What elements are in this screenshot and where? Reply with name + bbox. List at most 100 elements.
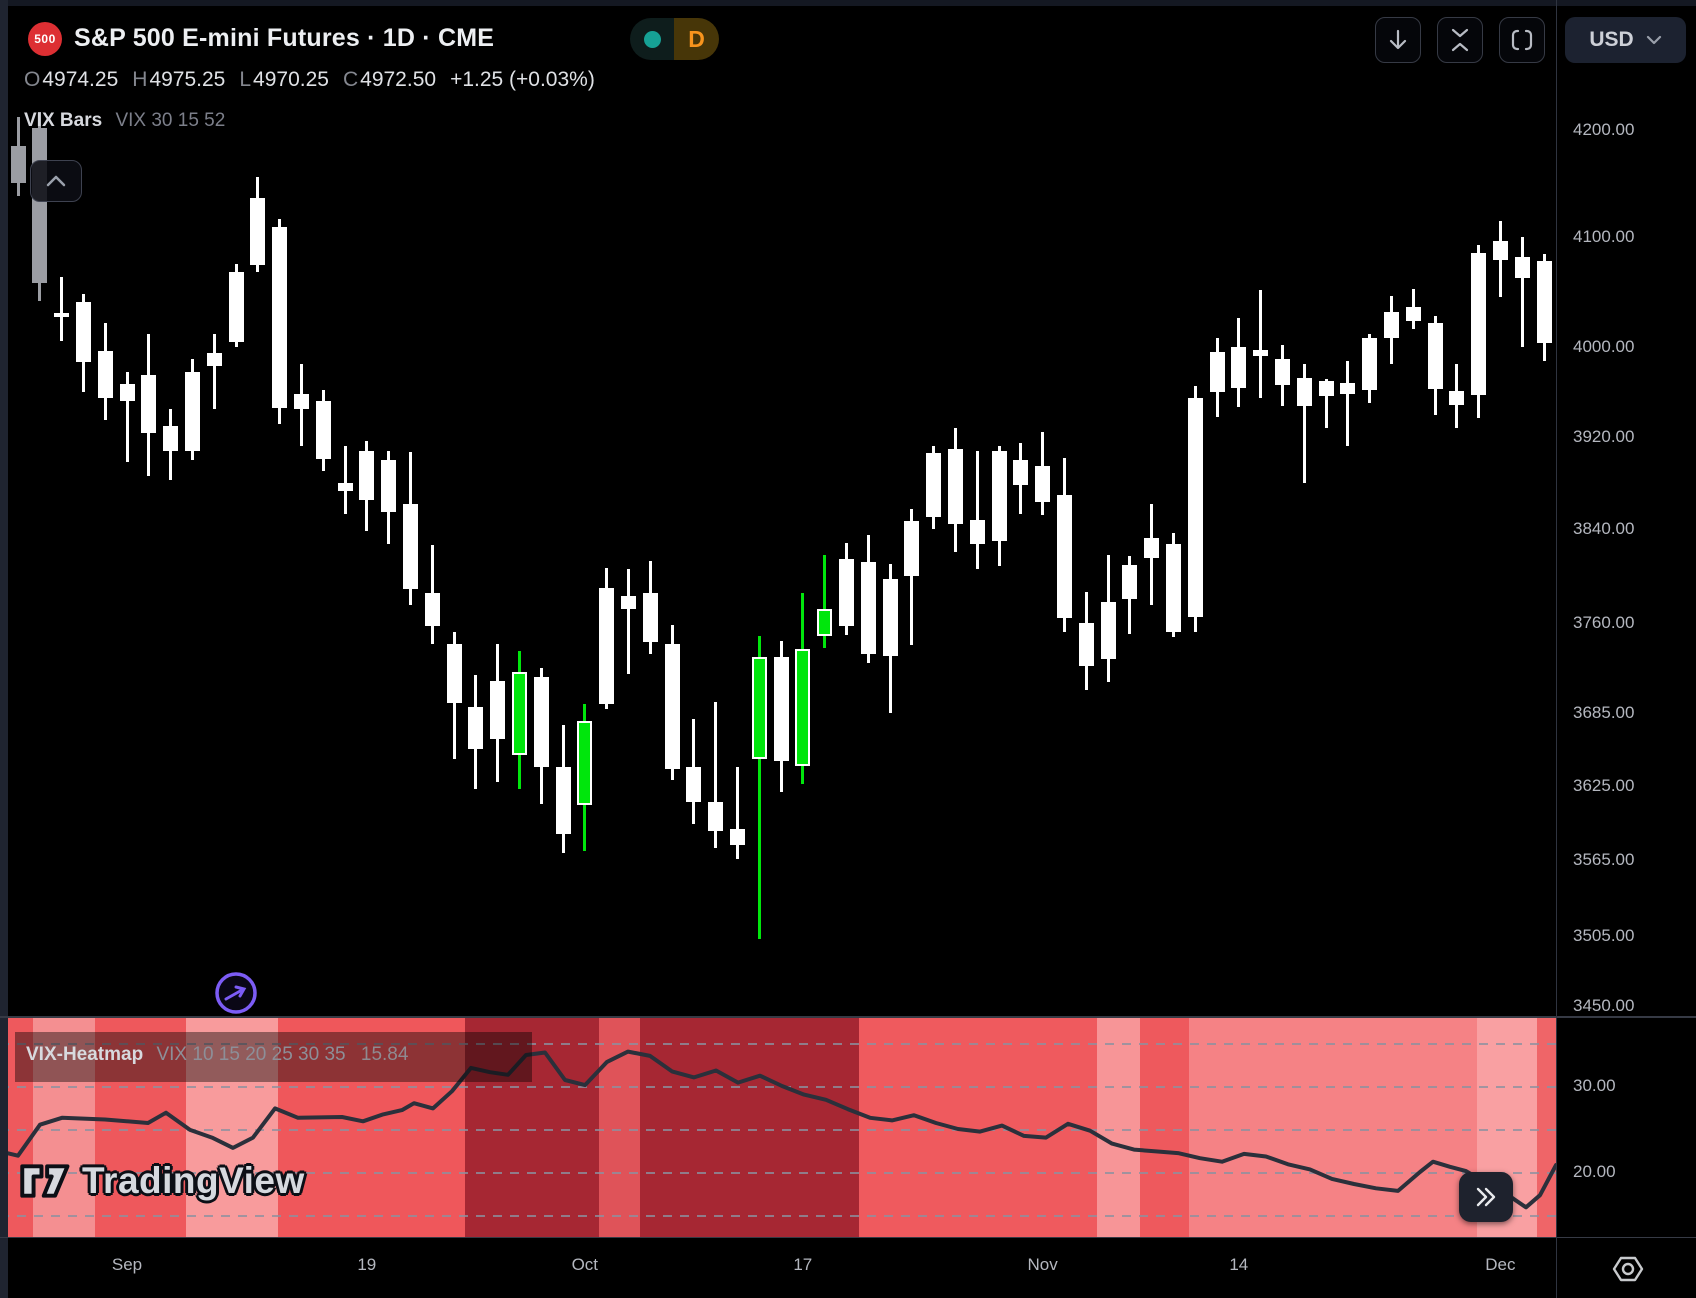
- candle-highlighted: [511, 671, 527, 756]
- candle: [1471, 252, 1487, 396]
- candle: [1318, 380, 1334, 397]
- candle-highlighted: [751, 657, 767, 759]
- double-chevron-right-icon: [1476, 1187, 1496, 1207]
- candle: [184, 371, 200, 451]
- candle-wick: [823, 554, 827, 648]
- price-axis-label: 3565.00: [1573, 850, 1635, 870]
- time-axis-label: 14: [1229, 1255, 1249, 1274]
- indicator-legend[interactable]: VIX Bars VIX 30 15 52: [24, 110, 225, 132]
- candle: [1383, 311, 1399, 339]
- heatmap-stripe: [1140, 1018, 1189, 1237]
- price-axis-label: 3760.00: [1573, 612, 1635, 632]
- candle: [468, 706, 484, 749]
- ohlc-open: O4974.25: [24, 68, 119, 91]
- candle: [1253, 349, 1269, 357]
- candlestick-pane[interactable]: [0, 0, 1556, 1017]
- vix-axis-label: 20.00: [1573, 1162, 1616, 1181]
- candle: [446, 644, 462, 703]
- candle: [1449, 390, 1465, 406]
- price-axis-label: 3685.00: [1573, 702, 1635, 722]
- candle: [315, 401, 331, 459]
- price-axis-label: 3840.00: [1573, 519, 1635, 539]
- candle-wick: [910, 509, 914, 646]
- indicator-legend-params: VIX 30 15 52: [115, 110, 226, 131]
- candle: [1427, 322, 1443, 389]
- chevron-down-icon: [1646, 35, 1661, 45]
- candle-wick: [125, 371, 129, 463]
- candle: [1231, 347, 1247, 388]
- fullscreen-button[interactable]: [1499, 17, 1545, 63]
- candle-wick: [1520, 237, 1524, 348]
- candle-highlighted: [795, 649, 811, 767]
- candle: [1296, 377, 1312, 406]
- pane-separator[interactable]: [0, 1016, 1696, 1018]
- candle: [32, 127, 48, 284]
- candle: [337, 483, 353, 491]
- chevron-up-icon: [46, 175, 66, 187]
- load-chart-button[interactable]: [1375, 17, 1421, 63]
- symbol-logo-badge[interactable]: 500: [28, 22, 62, 56]
- candle: [228, 272, 244, 342]
- candle: [163, 425, 179, 451]
- candle: [490, 681, 506, 740]
- fullscreen-icon: [1511, 29, 1533, 51]
- candle: [838, 559, 854, 627]
- top-edge-strip: [0, 0, 1696, 6]
- ohlc-close: C4972.50: [342, 68, 437, 91]
- axis-settings-button[interactable]: [1600, 1248, 1656, 1290]
- heatmap-stripe: [278, 1018, 465, 1237]
- legend-collapse-button[interactable]: [30, 160, 82, 202]
- candle: [1492, 240, 1508, 261]
- candle: [1514, 256, 1530, 278]
- drawing-anchor-icon[interactable]: [213, 970, 259, 1016]
- candle-wick: [212, 334, 216, 409]
- interval-badge[interactable]: D: [674, 18, 719, 60]
- price-axis-label: 3920.00: [1573, 427, 1635, 447]
- candle: [97, 350, 113, 398]
- candle: [1013, 460, 1029, 486]
- collapse-pane-button[interactable]: [1437, 17, 1483, 63]
- tradingview-logo-icon: [20, 1164, 70, 1198]
- time-axis-label: Oct: [571, 1255, 599, 1274]
- candle: [1209, 351, 1225, 393]
- time-axis-label: 19: [357, 1255, 377, 1274]
- vix-heatmap-pane[interactable]: [0, 1018, 1556, 1237]
- heatmap-legend[interactable]: VIX-Heatmap VIX 10 15 20 25 30 35 15.84: [26, 1044, 408, 1066]
- candle: [1056, 494, 1072, 619]
- candle: [773, 657, 789, 762]
- symbol-title[interactable]: S&P 500 E-mini Futures · 1D · CME: [74, 24, 495, 52]
- heatmap-gridline: [0, 1043, 1556, 1045]
- candle: [969, 519, 985, 545]
- candle: [1078, 622, 1094, 666]
- candle: [1274, 358, 1290, 386]
- candle: [1187, 397, 1203, 617]
- time-axis[interactable]: [0, 1238, 1556, 1298]
- market-status-section: [630, 18, 674, 60]
- candle-wick: [60, 276, 64, 341]
- candle: [1362, 338, 1378, 390]
- candle-wick: [343, 446, 347, 515]
- heatmap-stripe: [95, 1018, 186, 1237]
- interval-pill[interactable]: D: [630, 18, 719, 60]
- heatmap-legend-title: VIX-Heatmap: [26, 1044, 144, 1065]
- ohlc-change: +1.25 (+0.03%): [450, 68, 595, 91]
- time-axis-label: Nov: [1027, 1255, 1058, 1274]
- candle: [882, 579, 898, 657]
- currency-selector[interactable]: USD: [1565, 17, 1686, 63]
- heatmap-gridline: [0, 1172, 1556, 1174]
- ohlc-low: L4970.25: [239, 68, 329, 91]
- left-toolbar-strip[interactable]: [0, 0, 8, 1298]
- heatmap-stripe: [1189, 1018, 1477, 1237]
- time-axis-label: Dec: [1485, 1255, 1516, 1274]
- scroll-to-latest-button[interactable]: [1459, 1172, 1513, 1222]
- download-arrow-icon: [1389, 29, 1407, 50]
- candle-wick: [714, 701, 718, 848]
- price-axis-label: 3450.00: [1573, 996, 1635, 1016]
- candle: [141, 375, 157, 433]
- price-axis-separator: [1556, 0, 1557, 1298]
- vix-line-chart: [0, 1049, 1556, 1210]
- price-axis-label: 3625.00: [1573, 775, 1635, 795]
- candle: [1340, 383, 1356, 395]
- candle-wick: [735, 767, 739, 859]
